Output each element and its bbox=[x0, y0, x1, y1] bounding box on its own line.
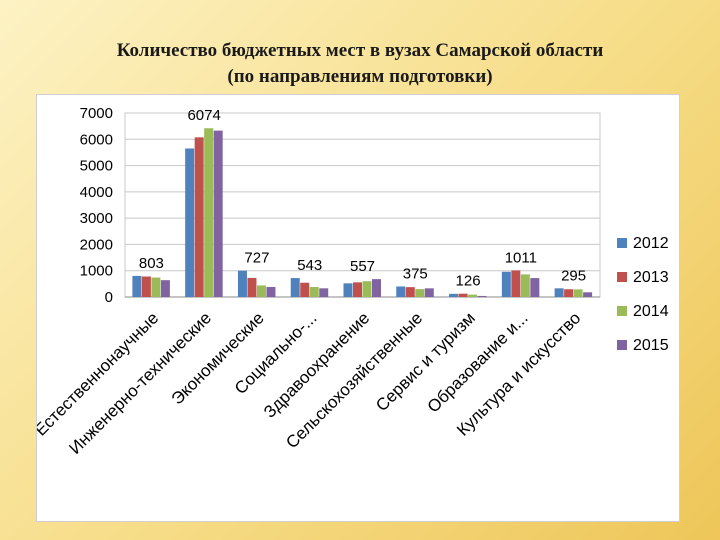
y-tick-label-3000: 3000 bbox=[80, 210, 113, 227]
bar-2015-0 bbox=[160, 280, 170, 297]
slide-title-line-2: (по направлениям подготовки) bbox=[227, 66, 493, 87]
data-label-6: 126 bbox=[456, 273, 481, 290]
bar-2014-7 bbox=[520, 274, 530, 297]
bar-2015-7 bbox=[530, 278, 540, 297]
data-label-7: 1011 bbox=[505, 249, 537, 266]
bar-2013-3 bbox=[300, 282, 310, 297]
slide-title: Количество бюджетных мест в вузах Самарс… bbox=[0, 38, 720, 90]
bar-chart: 01000200030004000500060007000803Естестве… bbox=[37, 105, 669, 458]
bar-2013-2 bbox=[247, 277, 257, 297]
bar-2014-6 bbox=[468, 294, 478, 297]
slide-title-line-1: Количество бюджетных мест в вузах Самарс… bbox=[116, 40, 604, 61]
bar-2012-5 bbox=[396, 286, 406, 297]
legend-label-2014: 2014 bbox=[633, 303, 669, 320]
legend-swatch-2015 bbox=[617, 340, 627, 350]
legend-label-2015: 2015 bbox=[633, 337, 669, 354]
bar-2013-1 bbox=[194, 137, 204, 297]
bar-2015-1 bbox=[213, 130, 223, 297]
category-label-7: Образование и... bbox=[424, 308, 532, 416]
bar-2013-7 bbox=[511, 270, 521, 297]
bar-2013-5 bbox=[405, 287, 415, 297]
bar-2014-8 bbox=[573, 289, 583, 297]
bar-2014-1 bbox=[204, 128, 214, 297]
category-label-6: Сервис и туризм bbox=[372, 308, 479, 415]
legend-label-2012: 2012 bbox=[633, 235, 669, 252]
bar-2015-3 bbox=[319, 288, 329, 297]
data-label-3: 543 bbox=[297, 257, 322, 274]
bar-2013-6 bbox=[458, 293, 468, 297]
data-label-0: 803 bbox=[139, 255, 164, 272]
bar-2012-0 bbox=[132, 275, 142, 297]
data-label-5: 375 bbox=[403, 265, 428, 282]
data-label-4: 557 bbox=[350, 258, 375, 275]
bar-2014-0 bbox=[151, 277, 161, 297]
bar-2012-7 bbox=[501, 271, 511, 297]
y-tick-label-6000: 6000 bbox=[80, 131, 113, 148]
bar-2013-0 bbox=[141, 276, 151, 297]
legend-swatch-2013 bbox=[617, 272, 627, 282]
legend-swatch-2012 bbox=[617, 238, 627, 248]
chart-panel: 0 1000 2000 3000 4000 5000 6000 7000 803 Естестве… bbox=[36, 94, 680, 522]
data-label-8: 295 bbox=[561, 267, 586, 284]
category-label-2: Экономические bbox=[168, 308, 268, 408]
data-label-2: 727 bbox=[244, 250, 269, 267]
bar-2015-2 bbox=[266, 287, 276, 297]
bar-2014-4 bbox=[362, 281, 372, 297]
bar-2012-2 bbox=[237, 270, 247, 297]
bar-2015-6 bbox=[477, 295, 487, 297]
y-tick-label-4000: 4000 bbox=[80, 184, 113, 201]
legend-swatch-2014 bbox=[617, 306, 627, 316]
y-tick-label-0: 0 bbox=[105, 289, 113, 306]
y-tick-label-7000: 7000 bbox=[80, 105, 113, 122]
legend-label-2013: 2013 bbox=[633, 269, 669, 286]
bar-2012-8 bbox=[554, 288, 564, 297]
bar-2013-8 bbox=[564, 289, 574, 297]
bar-2012-3 bbox=[290, 278, 300, 297]
bar-2012-1 bbox=[185, 148, 195, 297]
bar-2014-2 bbox=[256, 285, 266, 297]
bar-2014-5 bbox=[415, 289, 425, 297]
bar-2014-3 bbox=[309, 287, 319, 297]
bar-2015-8 bbox=[583, 292, 593, 297]
bar-2015-5 bbox=[424, 288, 434, 297]
data-label-1: 6074 bbox=[187, 107, 220, 124]
bar-2012-6 bbox=[449, 293, 459, 297]
y-tick-label-5000: 5000 bbox=[80, 158, 113, 175]
y-tick-label-2000: 2000 bbox=[80, 236, 113, 253]
y-tick-label-1000: 1000 bbox=[80, 263, 113, 280]
bar-2015-4 bbox=[372, 279, 381, 297]
bar-2013-4 bbox=[353, 282, 362, 297]
bar-2012-4 bbox=[343, 283, 353, 297]
